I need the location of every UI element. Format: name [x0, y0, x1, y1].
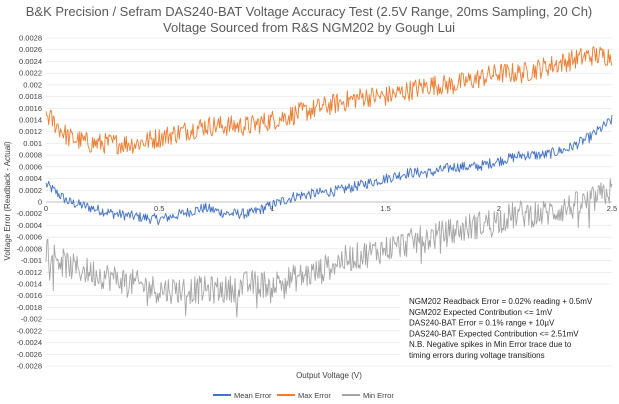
x-tick-label: 1.5 — [380, 204, 390, 213]
y-tick-label: -0.0006 — [17, 233, 42, 242]
x-tick-label: 0 — [44, 204, 48, 213]
y-tick-label: 0.001 — [23, 139, 42, 148]
annotation-line: NGM202 Readback Error = 0.02% reading + … — [409, 297, 593, 306]
y-tick-label: 0.0014 — [19, 116, 42, 125]
x-tick-label: 0.5 — [154, 204, 164, 213]
y-tick-labels: 0.0028 0.0026 0.0024 0.0022 0.002 0.0018 0.001… — [17, 34, 42, 371]
y-tick-label: -0.002 — [21, 315, 42, 324]
annotation-line: DAS240-BAT Error = 0.1% range + 10µV — [409, 319, 555, 328]
y-tick-label: -0.0002 — [17, 209, 42, 218]
x-tick-label: 2 — [497, 204, 501, 213]
chart-subtitle: Voltage Sourced from R&S NGM202 by Gough… — [163, 20, 455, 35]
y-tick-label: -0.0012 — [17, 268, 42, 277]
y-tick-label: 0.0022 — [19, 69, 42, 78]
y-tick-label: 0.0012 — [19, 127, 42, 136]
y-tick-label: -0.0016 — [17, 291, 42, 300]
legend-label: Min Error — [363, 391, 394, 400]
y-tick-label: -0.0014 — [17, 280, 42, 289]
legend-item: Max Error — [277, 391, 331, 400]
y-tick-label: -0.0018 — [17, 303, 42, 312]
y-tick-label: -0.001 — [21, 256, 42, 265]
y-tick-label: 0.0002 — [19, 186, 42, 195]
series-layer — [45, 46, 613, 318]
y-tick-label: 0.0016 — [19, 104, 42, 113]
y-tick-label: 0.0006 — [19, 162, 42, 171]
y-tick-label: -0.0024 — [17, 338, 42, 347]
legend-item: Mean Error — [213, 391, 272, 400]
legend-label: Mean Error — [234, 391, 272, 400]
y-tick-label: 0.0024 — [19, 57, 42, 66]
y-tick-label: 0.0004 — [19, 174, 42, 183]
y-tick-label: -0.0028 — [17, 362, 42, 371]
annotation-line: timing errors during voltage transitions — [409, 351, 545, 360]
y-tick-label: -0.0008 — [17, 244, 42, 253]
legend-item: Min Error — [342, 391, 394, 400]
y-tick-label: 0.0026 — [19, 45, 42, 54]
y-tick-label: 0.0028 — [19, 34, 42, 43]
y-tick-label: 0.0018 — [19, 92, 42, 101]
y-tick-label: -0.0026 — [17, 350, 42, 359]
annotation-line: N.B. Negative spikes in Min Error trace … — [409, 340, 572, 349]
x-tick-label: 2.5 — [607, 204, 617, 213]
series-line-min-error — [45, 178, 613, 318]
y-axis-title: Voltage Error (Readback - Actual) — [3, 141, 12, 261]
x-tick-label: 1 — [270, 204, 274, 213]
y-tick-label: -0.0004 — [17, 221, 42, 230]
annotation-text: NGM202 Readback Error = 0.02% reading + … — [409, 297, 593, 360]
legend-label: Max Error — [298, 391, 331, 400]
y-tick-label: 0 — [38, 198, 42, 207]
y-tick-label: 0.002 — [23, 80, 42, 89]
y-tick-label: -0.0022 — [17, 326, 42, 335]
legend: Mean Error Max Error Min Error — [213, 391, 394, 400]
series-line-max-error — [45, 46, 613, 155]
y-tick-label: 0.0008 — [19, 151, 42, 160]
annotation-line: DAS240-BAT Expected Contribution <= 2.51… — [409, 329, 579, 338]
series-line-mean-error — [45, 114, 613, 226]
annotation-line: NGM202 Expected Contribution <= 1mV — [409, 308, 553, 317]
chart-title: B&K Precision / Sefram DAS240-BAT Voltag… — [26, 4, 593, 19]
x-tick-labels: 0 0.5 1 1.5 2 2.5 — [44, 204, 617, 213]
annotation-box — [400, 293, 612, 361]
x-axis-title: Output Voltage (V) — [296, 371, 362, 380]
